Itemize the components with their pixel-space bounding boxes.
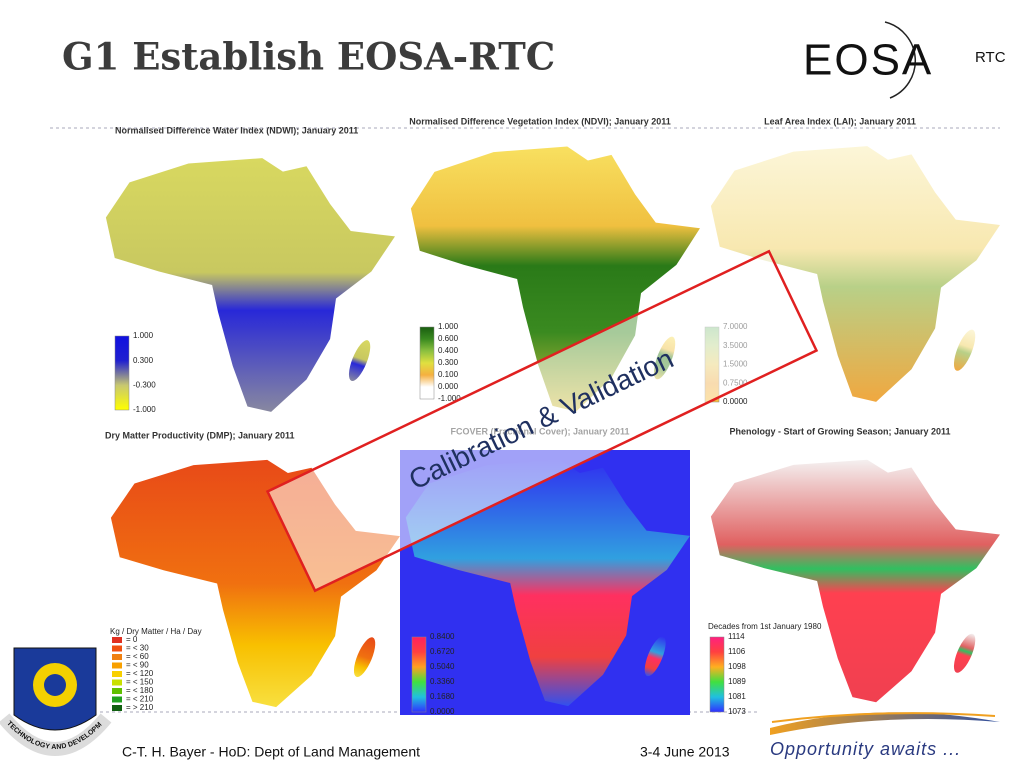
legend-label: 0.000 <box>438 382 459 391</box>
map-island <box>348 340 371 382</box>
crest-text-path: TECHNOLOGY AND DEVELOPMENT <box>0 0 103 751</box>
map-island <box>353 637 376 678</box>
legend-swatch <box>112 679 122 686</box>
legend-swatch <box>112 688 122 694</box>
legend-label: = < 60 <box>126 652 149 661</box>
logo-arc <box>884 21 916 99</box>
map-island <box>953 329 976 371</box>
legend-label: -1.000 <box>133 405 156 414</box>
legend-bar <box>114 335 130 411</box>
legend-label: 0.6720 <box>430 647 455 656</box>
panel-title: Phenology - Start of Growing Season; Jan… <box>729 426 950 436</box>
legend-label: 0.1680 <box>430 692 455 701</box>
legend-label: = 0 <box>126 635 138 644</box>
legend-label: 0.3360 <box>430 677 455 686</box>
map <box>710 146 1000 402</box>
panel-title: Dry Matter Productivity (DMP); January 2… <box>105 430 295 440</box>
legend-label: 1089 <box>728 677 746 686</box>
legend-label: 0.300 <box>438 358 459 367</box>
slogan: Opportunity awaits ... <box>770 739 961 759</box>
legend-title: Decades from 1st January 1980 <box>708 622 822 631</box>
map <box>105 158 396 412</box>
legend-bar <box>411 636 427 713</box>
legend-swatch <box>112 696 122 703</box>
legend-label: 0.400 <box>438 346 459 355</box>
legend-label: 1098 <box>728 662 746 671</box>
legend-label: 0.300 <box>133 356 154 365</box>
legend-swatch <box>112 637 122 643</box>
map-island <box>644 636 666 677</box>
legend-swatch <box>112 705 122 711</box>
legend-label: = < 30 <box>126 644 149 653</box>
legend-label: 0.5040 <box>430 662 455 671</box>
legend-label: = < 210 <box>126 695 154 704</box>
legend-bar <box>709 636 725 713</box>
legend-label: 1.000 <box>133 331 154 340</box>
panel-title: Leaf Area Index (LAI); January 2011 <box>764 116 916 126</box>
legend-label: = < 150 <box>126 678 154 687</box>
legend-label: -0.300 <box>133 380 156 389</box>
map-island <box>953 633 976 673</box>
legend-label: 0.100 <box>438 370 459 379</box>
legend-label: 1073 <box>728 707 746 716</box>
slogan-swoosh <box>771 712 996 723</box>
legend-label: = < 90 <box>126 661 149 670</box>
map <box>110 459 401 708</box>
legend-swatch <box>112 662 122 669</box>
map <box>710 459 1000 703</box>
crest-text: TECHNOLOGY AND DEVELOPMENT <box>0 0 103 751</box>
slide-title: G1 Establish EOSA-RTC <box>62 35 555 79</box>
legend-bar <box>419 326 435 400</box>
legend-label: -1.000 <box>438 394 461 403</box>
legend-label: 1.000 <box>438 322 459 331</box>
legend-label: = < 120 <box>126 669 154 678</box>
legend-title: Kg / Dry Matter / Ha / Day <box>110 627 202 636</box>
legend-label: = < 180 <box>126 686 154 695</box>
overlay-box <box>265 249 819 593</box>
footer-date: 3-4 June 2013 <box>640 744 730 760</box>
legend-label: 1114 <box>728 632 745 641</box>
footer-author: C-T. H. Bayer - HoD: Dept of Land Manage… <box>122 744 420 760</box>
legend-label: 0.0000 <box>723 397 748 406</box>
crest: TECHNOLOGY AND DEVELOPMENT <box>0 0 112 756</box>
legend-label: 1106 <box>728 647 746 656</box>
map <box>405 459 690 707</box>
legend-swatch <box>112 645 122 652</box>
legend-label: 1081 <box>728 692 746 701</box>
legend-swatch <box>112 654 122 660</box>
legend-label: = > 210 <box>126 703 154 712</box>
panel-title: Normalised Difference Water Index (NDWI)… <box>115 125 358 135</box>
slogan-swoosh <box>770 712 1000 735</box>
panel-title: Normalised Difference Vegetation Index (… <box>409 116 671 126</box>
logo-text: EOSA <box>803 36 933 85</box>
legend-label: 0.8400 <box>430 632 455 641</box>
legend-swatch <box>112 671 122 677</box>
legend-label: 0.0000 <box>430 707 455 716</box>
logo-suffix: RTC <box>975 49 1006 66</box>
legend-label: 0.600 <box>438 334 459 343</box>
